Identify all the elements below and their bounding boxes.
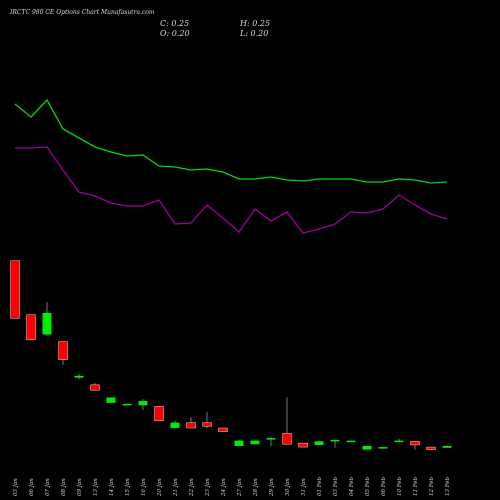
candle-body [362, 446, 372, 450]
candle-body [410, 441, 420, 446]
x-tick-label: 22 Jan [189, 478, 195, 497]
summary-high: H: 0.25 [239, 19, 270, 28]
x-tick-label: 08 Jan [61, 478, 67, 496]
candle-body [346, 440, 356, 443]
x-tick-label: 10 Feb [397, 476, 403, 496]
x-tick-label: 09 Jan [77, 478, 83, 496]
x-tick-label: 27 Jan [237, 478, 243, 497]
candle-body [266, 438, 276, 440]
x-tick-label: 06 Feb [381, 476, 387, 496]
candle-body [394, 440, 404, 443]
x-tick-label: 05 Feb [365, 476, 371, 496]
x-tick-label: 23 Jan [205, 478, 211, 497]
x-tick-label: 01 Feb [317, 476, 323, 496]
x-tick-label: 29 Jan [269, 478, 275, 497]
indicator-line [15, 146, 448, 234]
candle-body [10, 260, 20, 319]
candle-body [74, 375, 84, 378]
summary-open: O: 0.20 [160, 29, 190, 38]
x-tick-label: 24 Jan [221, 478, 227, 497]
summary-close: C: 0.25 [160, 19, 189, 28]
candle-body [122, 403, 132, 406]
candle-body [106, 397, 116, 403]
candle-body [442, 446, 452, 448]
x-tick-label: 11 Feb [413, 476, 419, 496]
x-tick-label: 03 Jan [13, 478, 19, 496]
indicator-line [14, 98, 448, 184]
x-tick-label: 15 Jan [125, 478, 131, 496]
candle-body [154, 406, 164, 422]
x-tick-label: 16 Jan [141, 478, 147, 496]
x-tick-label: 31 Jan [301, 478, 307, 496]
candle-body [186, 422, 196, 429]
x-tick-label: 30 Jan [285, 478, 291, 496]
candle-body [426, 446, 436, 450]
x-tick-label: 12 Feb [429, 476, 435, 496]
x-tick-label: 13 Jan [93, 478, 99, 496]
summary-low: L: 0.20 [239, 29, 268, 38]
x-tick-label: 13 Feb [445, 476, 451, 496]
candle-body [170, 422, 180, 429]
x-tick-label: 03 Feb [333, 476, 339, 496]
candle-body [90, 384, 100, 391]
x-tick-label: 28 Jan [253, 478, 259, 497]
candle-body [234, 440, 244, 447]
x-tick-label: 14 Jan [109, 478, 115, 496]
candle-body [314, 441, 324, 445]
candle-body [282, 433, 292, 445]
candle-body [330, 439, 340, 442]
x-tick-label: 04 Feb [349, 476, 355, 496]
candle-body [26, 314, 36, 341]
chart-title: IRCTC 980 CE Options Chart Munafasutra.c… [9, 9, 155, 16]
candle-body [378, 447, 388, 449]
candle-body [42, 312, 52, 335]
x-tick-label: 07 Jan [45, 478, 51, 496]
x-tick-label: 06 Jan [29, 478, 35, 496]
candle-body [250, 440, 260, 445]
candle-body [298, 442, 308, 448]
x-tick-label: 20 Jan [157, 478, 163, 497]
candle-body [218, 427, 228, 432]
x-tick-label: 21 Jan [173, 478, 179, 497]
candle-body [202, 422, 212, 427]
candle-body [138, 401, 148, 406]
candle-body [58, 341, 68, 360]
